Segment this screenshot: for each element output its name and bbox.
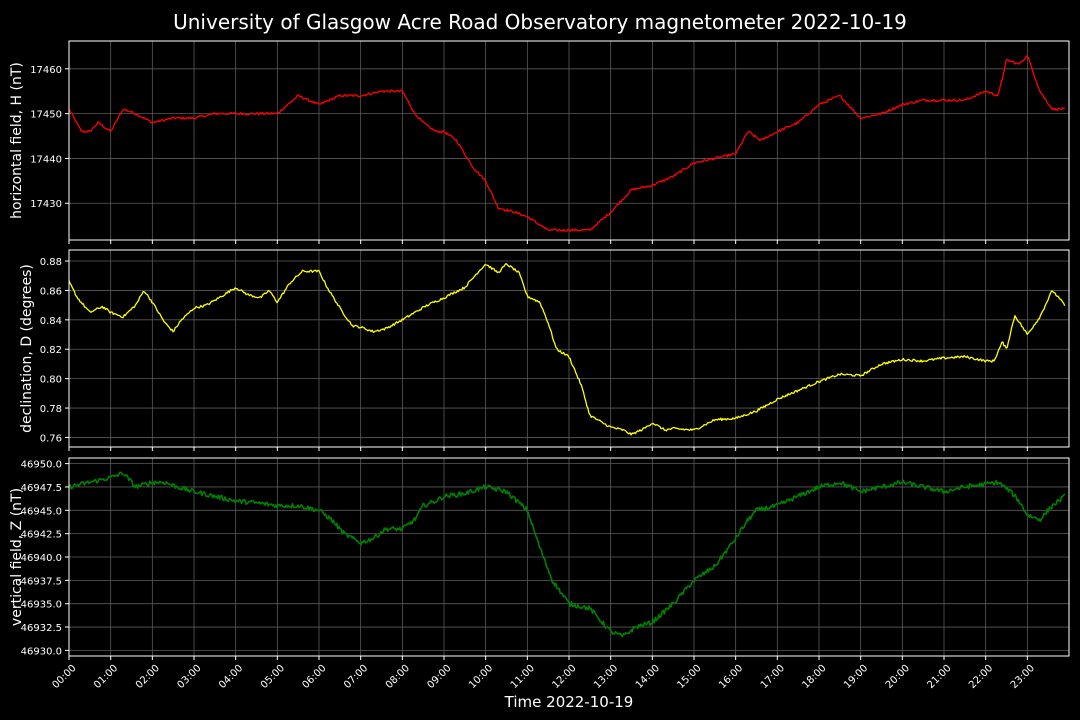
y-tick-label: 46930.0 — [21, 646, 62, 657]
y-tick-label: 0.88 — [40, 257, 62, 268]
chart-title: University of Glasgow Acre Road Observat… — [173, 10, 907, 34]
y-tick-label: 46947.5 — [21, 483, 62, 494]
y-axis-label: vertical field, Z (nT) — [9, 488, 25, 626]
y-tick-label: 0.82 — [40, 345, 62, 356]
y-tick-label: 46945.0 — [21, 506, 62, 517]
y-tick-label: 0.80 — [40, 375, 62, 386]
y-tick-label: 0.76 — [40, 433, 62, 444]
y-tick-label: 46940.0 — [21, 553, 62, 564]
series-line — [68, 55, 1066, 232]
panel-frame — [68, 457, 1070, 657]
x-axis-label: Time 2022-10-19 — [504, 693, 634, 711]
y-tick-label: 46950.0 — [21, 460, 62, 471]
panel-2: 0.76 0.78 0.80 0.82 0.84 0.86 0.88 declination,… — [19, 249, 1070, 451]
y-tick-label: 17440 — [30, 154, 62, 165]
y-tick-label: 17460 — [30, 65, 62, 76]
y-tick-label: 46932.5 — [21, 623, 62, 634]
y-tick-label: 17430 — [30, 199, 62, 210]
y-tick-label: 17450 — [30, 110, 62, 121]
series-line — [68, 262, 1066, 436]
y-tick-label: 0.78 — [40, 404, 62, 415]
series-line — [69, 471, 1066, 638]
y-tick-label: 46937.5 — [21, 576, 62, 587]
panel-frame — [68, 40, 1070, 241]
panel-frame — [68, 249, 1070, 448]
y-tick-label: 0.86 — [40, 286, 62, 297]
y-tick-label: 0.84 — [40, 316, 62, 327]
panel-3: 46930.0 46932.5 46935.0 46937.5 46940.0 46942… — [9, 457, 1070, 660]
y-tick-label: 46942.5 — [21, 530, 62, 541]
y-axis-label: declination, D (degrees) — [19, 264, 35, 433]
panel-1: 17430 17440 17450 17460 horizontal field, H … — [9, 40, 1070, 244]
y-axis-label: horizontal field, H (nT) — [9, 62, 25, 219]
y-tick-label: 46935.0 — [21, 600, 62, 611]
